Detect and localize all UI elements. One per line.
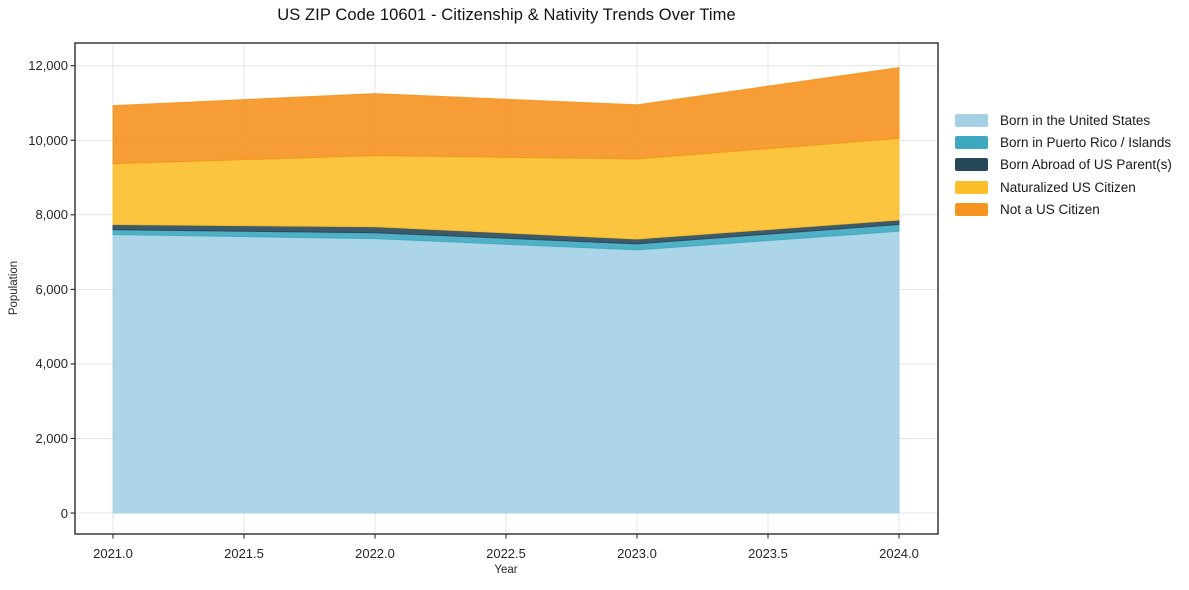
x-axis-title: Year [494,564,518,576]
legend-swatch-icon [955,180,988,194]
y-tick-label: 10,000 [28,132,68,148]
legend: Born in the United States Born in Puerto … [955,109,1172,220]
x-tick-label: 2023.0 [617,546,657,561]
legend-label: Not a US Citizen [1000,201,1100,217]
y-tick-label: 4,000 [35,356,68,372]
legend-label: Born in Puerto Rico / Islands [1000,134,1172,150]
chart-title: US ZIP Code 10601 - Citizenship & Nativi… [277,6,736,24]
x-tick-label: 2024.0 [879,546,919,561]
y-tick-label: 8,000 [35,207,68,223]
legend-label: Born in the United States [1000,112,1151,128]
legend-item-naturalized-us-citizen: Naturalized US Citizen [955,176,1172,198]
legend-swatch-icon [955,158,988,172]
y-tick-label: 6,000 [35,281,68,297]
area-not-a-us-citizen [112,66,900,165]
y-tick-label: 0 [60,505,68,521]
x-tick-label: 2022.0 [355,546,395,561]
x-tick-label: 2021.5 [224,546,264,561]
legend-item-born-in-puerto-rico-islands: Born in Puerto Rico / Islands [955,131,1172,153]
legend-item-born-abroad-of-us-parent-s: Born Abroad of US Parent(s) [955,154,1172,176]
legend-item-not-a-us-citizen: Not a US Citizen [955,198,1172,220]
legend-swatch-icon [955,202,988,216]
area-born-in-the-united-states [112,230,900,514]
y-tick-label: 12,000 [28,58,68,74]
tick-marks [70,65,900,539]
legend-swatch-icon [955,113,988,127]
x-tick-label: 2021.0 [93,546,133,561]
y-tick-label: 2,000 [35,430,68,446]
legend-label: Naturalized US Citizen [1000,179,1136,195]
legend-label: Born Abroad of US Parent(s) [1000,157,1172,173]
x-tick-label: 2023.5 [748,546,788,561]
legend-swatch-icon [955,135,988,149]
legend-item-born-in-the-united-states: Born in the United States [955,109,1172,131]
x-tick-label: 2022.5 [486,546,526,561]
